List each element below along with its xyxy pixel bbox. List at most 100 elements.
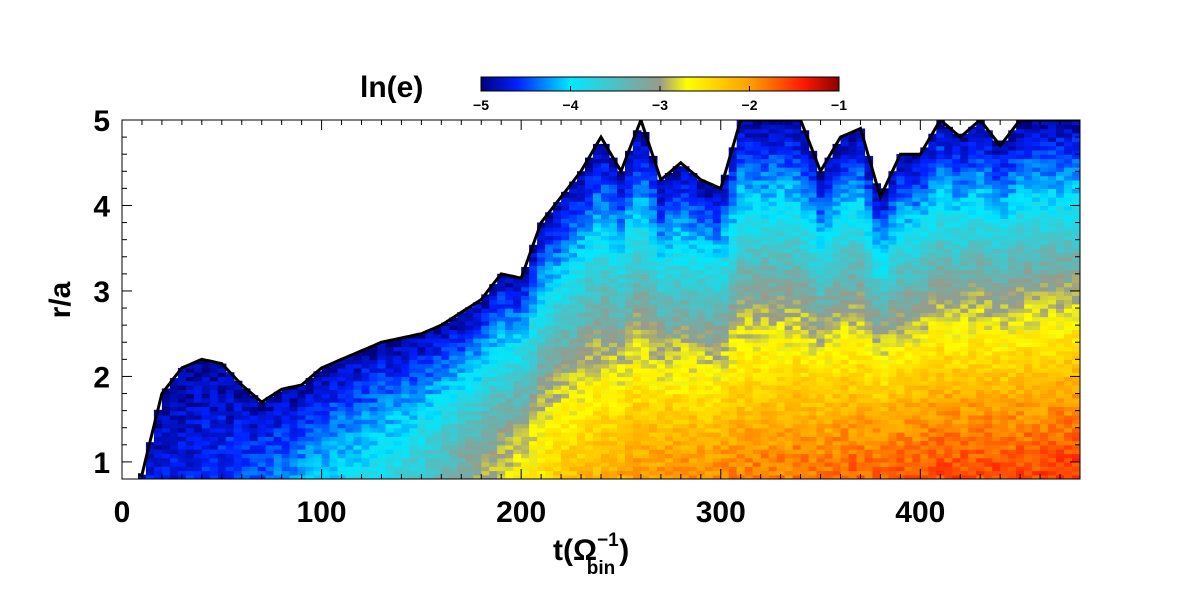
heat-cell: [521, 461, 530, 467]
heat-cell: [824, 389, 834, 395]
heat-cell: [361, 457, 371, 463]
heat-cell: [856, 385, 866, 390]
heat-cell: [601, 299, 610, 305]
heat-cell: [593, 338, 602, 343]
heat-cell: [233, 423, 243, 429]
heat-cell: [433, 432, 442, 437]
heat-cell: [736, 184, 746, 189]
heat-cell: [361, 376, 371, 382]
heat-cell: [569, 303, 578, 309]
heat-cell: [880, 423, 889, 429]
heat-cell: [497, 449, 506, 454]
heat-cell: [241, 406, 251, 412]
heat-cell: [545, 436, 554, 442]
heat-cell: [441, 427, 450, 433]
heat-cell: [305, 466, 315, 472]
heat-cell: [521, 269, 530, 275]
heat-cell: [401, 367, 410, 373]
heat-cell: [872, 419, 881, 425]
heat-cell: [688, 243, 698, 249]
heat-cell: [561, 218, 570, 224]
heat-cell: [377, 380, 387, 386]
heat-cell: [369, 419, 379, 425]
heat-cell: [800, 214, 810, 219]
heat-cell: [257, 414, 267, 420]
heat-cell: [625, 269, 634, 275]
heat-cell: [680, 214, 690, 219]
heat-cell: [672, 231, 682, 236]
heat-cell: [473, 320, 482, 326]
heat-cell: [489, 419, 498, 425]
heat-cell: [744, 222, 754, 228]
heat-cell: [601, 470, 610, 476]
heat-cell: [369, 410, 379, 416]
heat-cell: [680, 316, 690, 322]
heat-cell: [712, 222, 722, 228]
heat-cell: [896, 372, 905, 378]
heat-cell: [505, 286, 514, 292]
heat-cell: [640, 235, 650, 241]
heat-cell: [457, 449, 466, 454]
heat-cell: [640, 137, 650, 142]
heat-cell: [768, 179, 778, 185]
heat-cell: [800, 414, 810, 420]
heat-cell: [840, 299, 850, 305]
heat-cell: [553, 248, 562, 254]
heat-cell: [577, 397, 586, 403]
heat-cell: [209, 372, 219, 378]
heatmap-region: [138, 120, 1080, 479]
heat-cell: [792, 295, 802, 301]
heat-cell: [337, 385, 347, 390]
heat-cell: [241, 419, 251, 425]
heat-cell: [728, 410, 738, 416]
heat-cell: [577, 342, 586, 348]
heat-cell: [209, 397, 219, 403]
heat-cell: [656, 355, 666, 360]
heat-cell: [545, 393, 554, 399]
heat-cell: [776, 124, 786, 130]
heat-cell: [545, 308, 554, 313]
heat-cell: [513, 406, 522, 412]
heat-cell: [776, 342, 786, 348]
heat-cell: [481, 406, 490, 412]
heat-cell: [505, 376, 514, 382]
heat-cell: [736, 243, 746, 249]
heat-cell: [593, 350, 602, 356]
heat-cell: [696, 222, 706, 228]
heat-cell: [672, 355, 682, 360]
heat-cell: [864, 269, 874, 275]
heat-cell: [361, 427, 371, 433]
heat-cell: [233, 461, 243, 467]
heat-cell: [529, 261, 538, 266]
heat-cell: [816, 291, 826, 296]
heat-cell: [752, 461, 762, 467]
heat-cell: [345, 419, 355, 425]
heat-cell: [752, 248, 762, 254]
heat-cell: [832, 154, 842, 160]
heat-cell: [609, 291, 618, 296]
heat-cell: [632, 201, 642, 207]
heat-cell: [792, 449, 802, 454]
heat-cell: [585, 380, 594, 386]
heat-cell: [257, 427, 267, 433]
heat-cell: [872, 325, 881, 330]
heat-cell: [553, 291, 562, 296]
heat-cell: [840, 397, 850, 403]
heat-cell: [704, 423, 714, 429]
heat-cell: [872, 453, 881, 459]
heat-cell: [505, 363, 514, 369]
heat-cell: [377, 350, 387, 356]
heat-cell: [720, 303, 730, 309]
heat-cell: [640, 380, 650, 386]
heat-cell: [736, 214, 746, 219]
heat-cell: [537, 436, 546, 442]
heat-cell: [744, 312, 754, 318]
heat-cell: [625, 205, 634, 211]
heat-cell: [281, 436, 291, 442]
heat-cell: [656, 423, 666, 429]
heat-cell: [792, 243, 802, 249]
heat-cell: [553, 205, 562, 211]
heat-cell: [864, 440, 874, 446]
heat-cell: [385, 419, 395, 425]
heat-cell: [680, 308, 690, 313]
